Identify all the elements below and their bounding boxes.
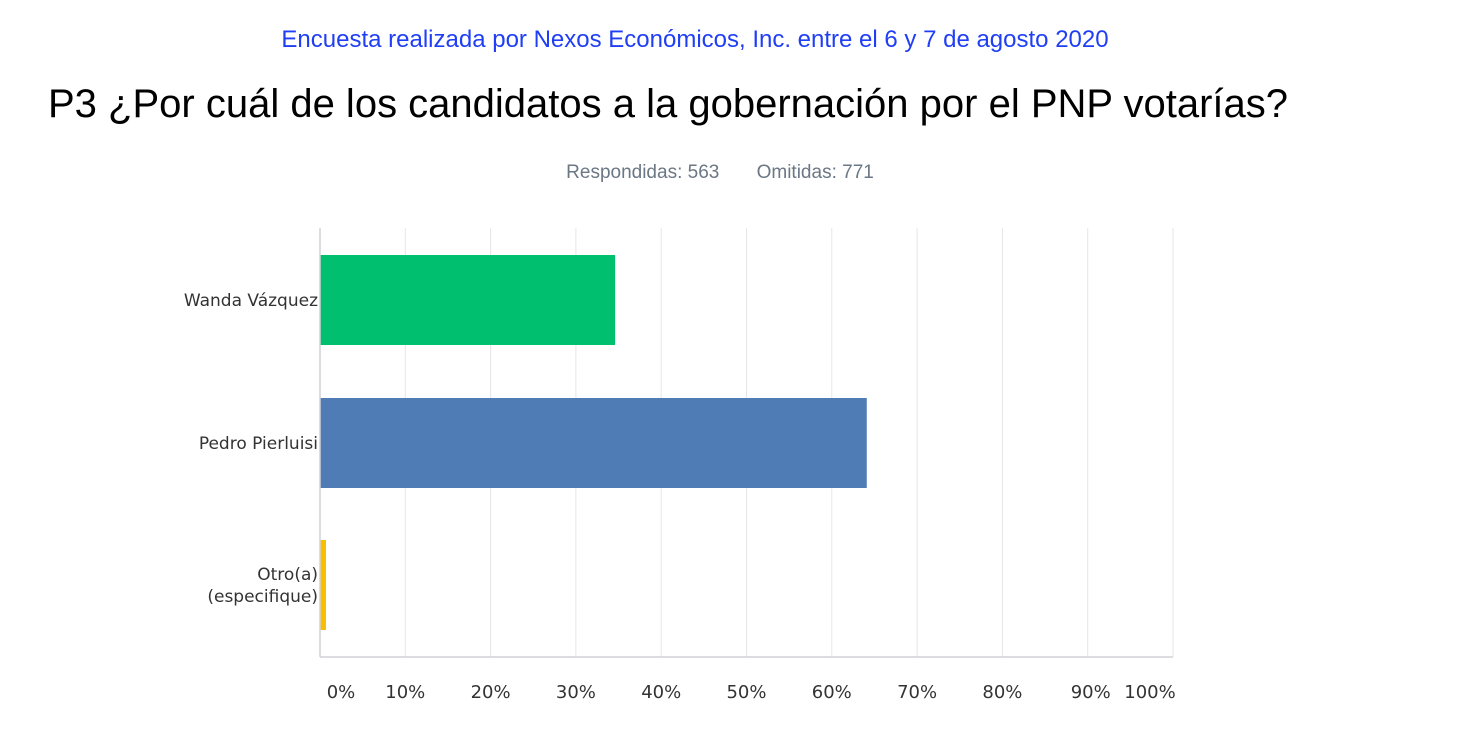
chart-bars [320,255,867,630]
category-label: Wanda Vázquez [184,291,318,311]
x-tick-label: 80% [982,682,1022,703]
bar [320,255,616,345]
x-tick-label: 70% [897,682,937,703]
x-tick-label: 60% [812,682,852,703]
question-title: P3 ¿Por cuál de los candidatos a la gobe… [48,82,1288,126]
response-stats: Respondidas: 563 Omitidas: 771 [0,162,1440,184]
x-tick-label: 30% [556,682,596,703]
survey-source: Encuesta realizada por Nexos Económicos,… [281,26,1109,53]
x-tick-label: 90% [1071,682,1111,703]
skipped-count: Omitidas: 771 [756,162,874,183]
x-tick-label: 10% [385,682,425,703]
x-tick-label: 0% [327,682,356,703]
tick-labels: 0% 10% 20% 30% 40% 50% 60% 70% 80% 90% 100% [327,682,1176,703]
category-label: Pedro Pierluisi [199,434,318,454]
category-labels: Wanda Vázquez Pedro Pierluisi Otro(a) (espe… [184,291,318,607]
category-label: Otro(a) (especifique) [207,565,318,607]
x-tick-label: 20% [471,682,511,703]
bar [320,540,326,630]
bar [320,398,867,488]
answered-count: Respondidas: 563 [566,162,720,183]
x-tick-label: 40% [641,682,681,703]
x-tick-label: 100% [1124,682,1175,703]
x-tick-label: 50% [726,682,766,703]
